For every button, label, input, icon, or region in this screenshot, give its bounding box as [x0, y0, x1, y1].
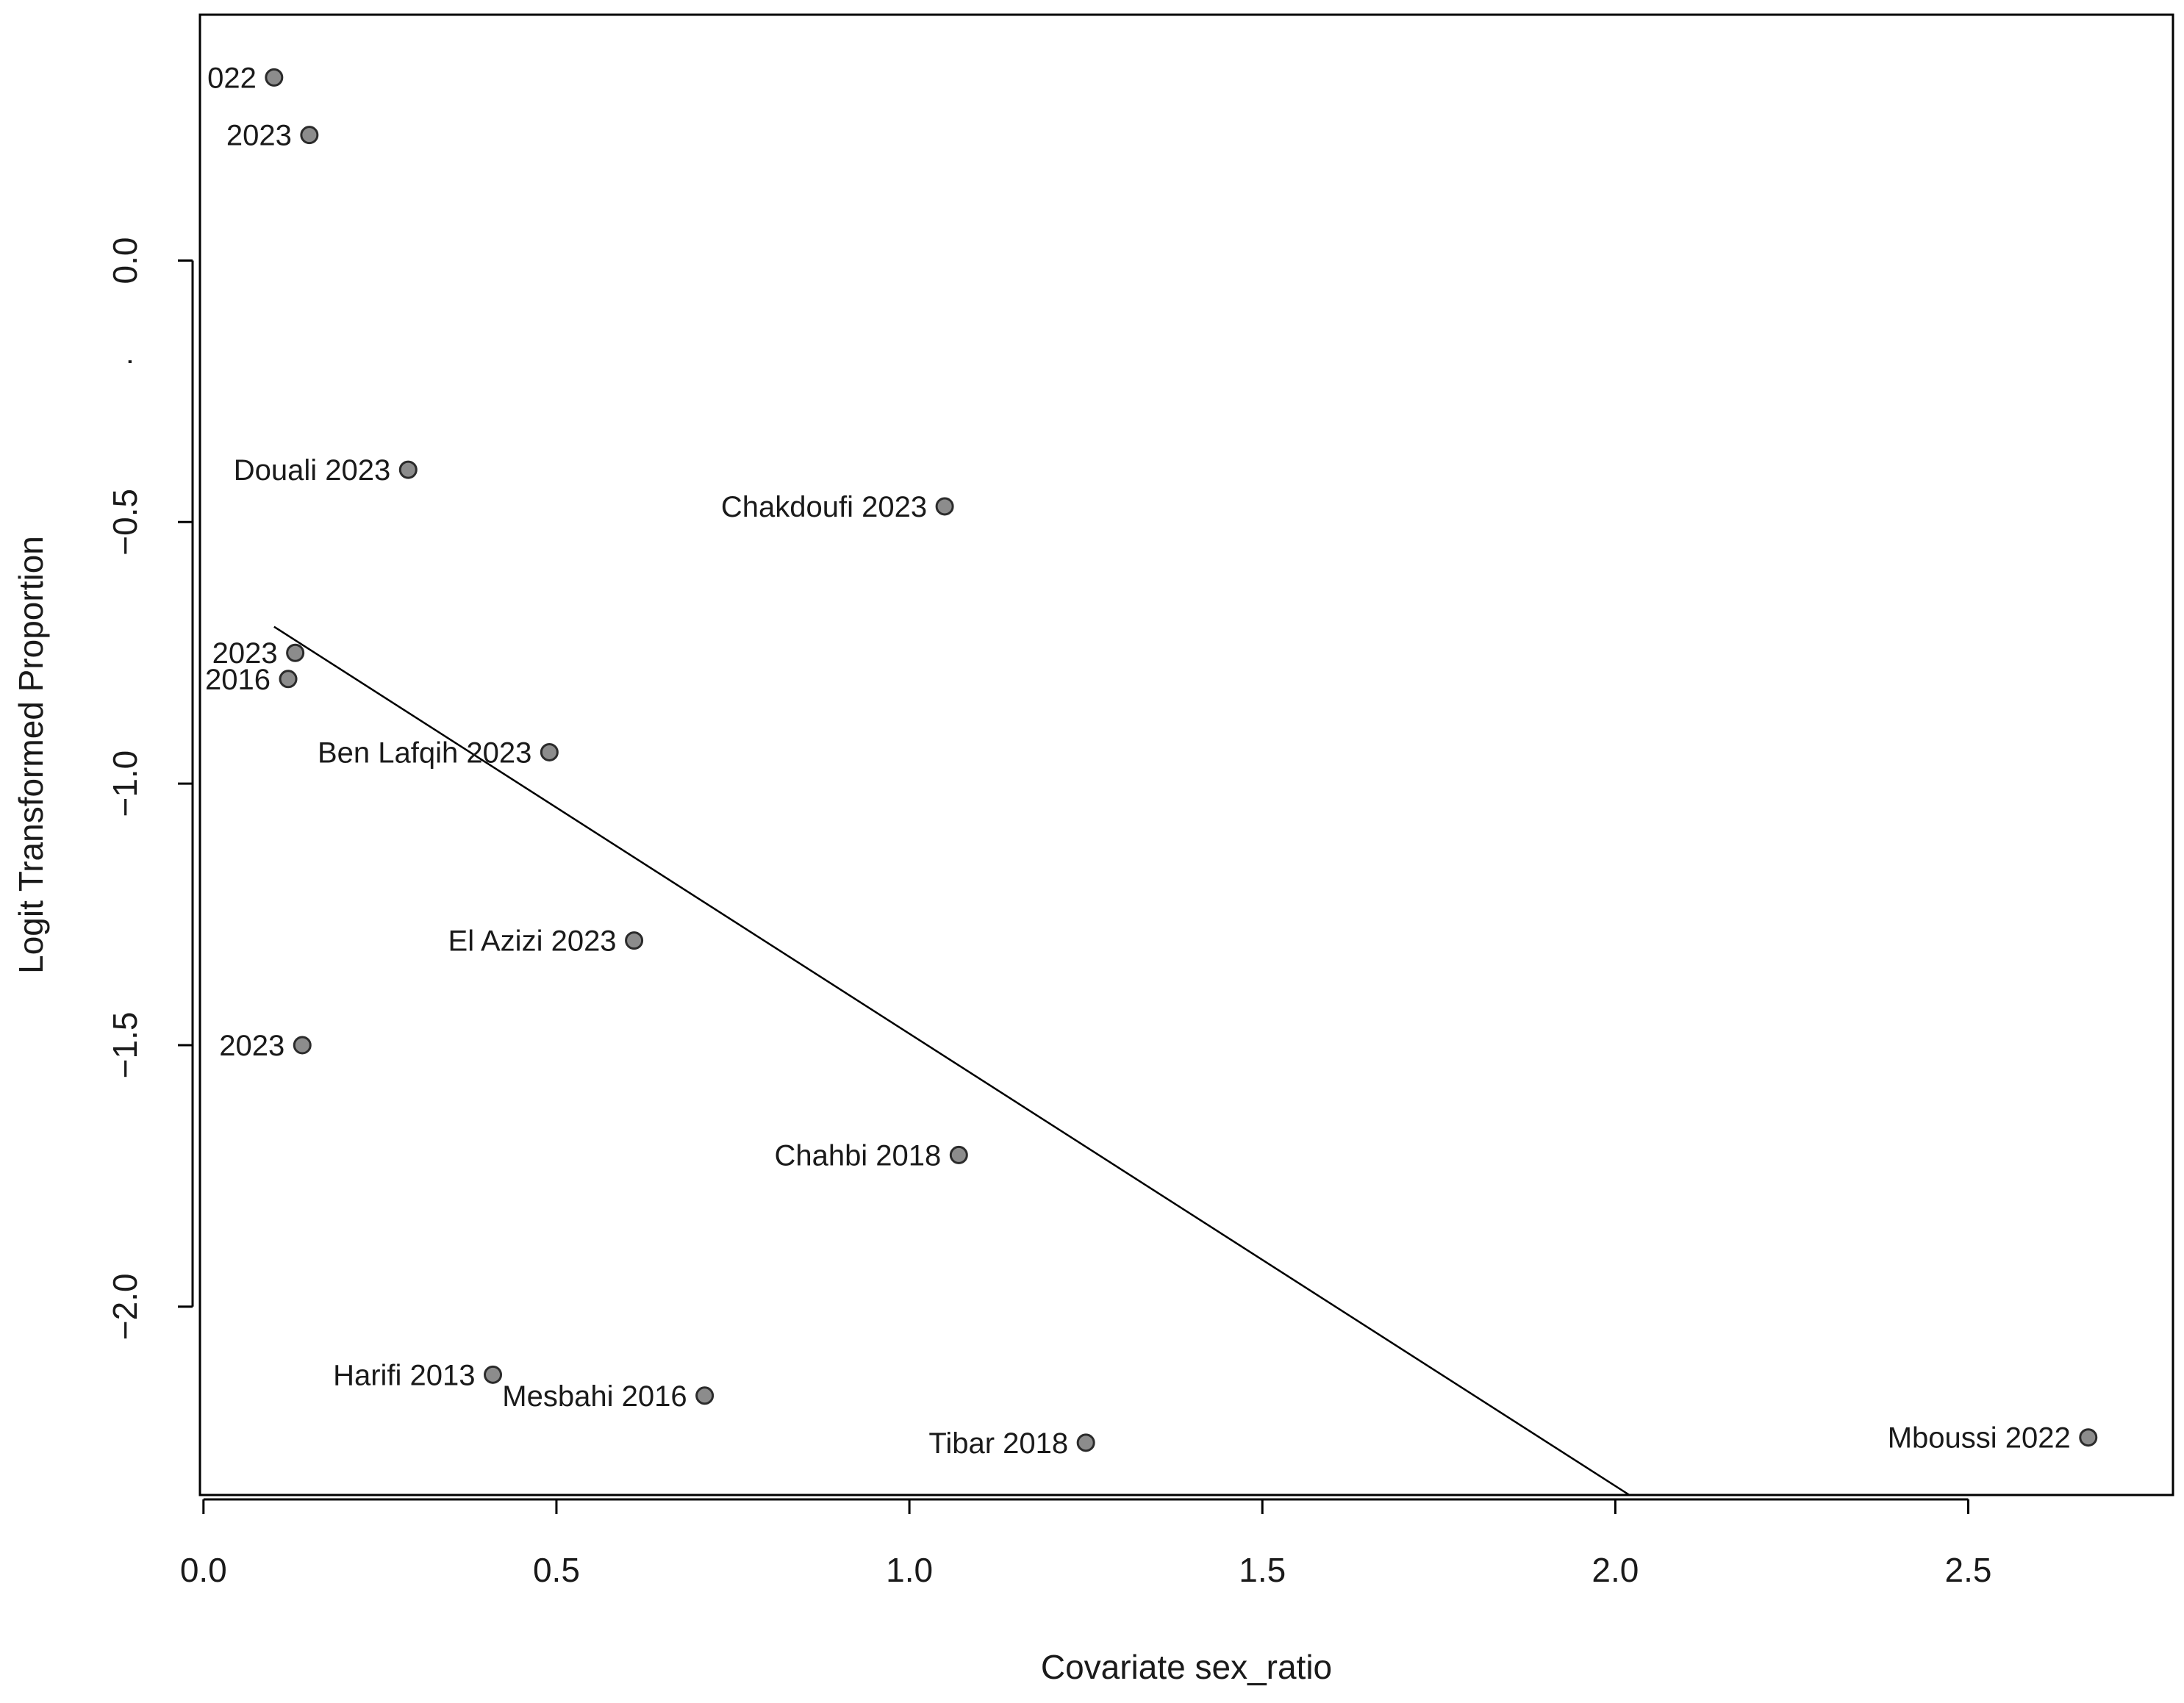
- data-point-8: [293, 1036, 312, 1055]
- data-label-13: Mboussi 2022: [1888, 1422, 2071, 1455]
- data-point-3: [935, 497, 954, 516]
- data-label-12: Tibar 2018: [928, 1427, 1068, 1460]
- data-point-7: [625, 931, 644, 950]
- data-label-0: 022: [207, 62, 257, 94]
- data-label-11: Mesbahi 2016: [502, 1380, 687, 1413]
- data-point-13: [2079, 1428, 2098, 1447]
- data-label-8: 2023: [219, 1030, 284, 1062]
- data-label-3: Chakdoufi 2023: [721, 491, 927, 523]
- data-point-12: [1076, 1433, 1095, 1452]
- x-axis: 0.0 0.5 1.0 1.5 2.0 2.5: [180, 1498, 1992, 1589]
- data-point-4: [286, 643, 305, 662]
- data-label-9: Chahbi 2018: [774, 1139, 941, 1172]
- data-point-5: [279, 670, 298, 689]
- data-label-7: El Azizi 2023: [448, 925, 617, 958]
- x-tick-label-2: 1.0: [886, 1551, 933, 1589]
- data-label-1: 2023: [226, 120, 292, 152]
- y-tick-label-1: −0.5: [106, 489, 144, 556]
- data-label-10: Harifi 2013: [333, 1359, 475, 1391]
- y-tick-label-3: −1.5: [106, 1012, 144, 1079]
- data-point-0: [265, 68, 284, 87]
- data-label-2: Douali 2023: [234, 454, 391, 487]
- data-point-2: [398, 460, 418, 479]
- y-tick-label-4: −2.0: [106, 1273, 144, 1340]
- data-point-9: [949, 1145, 968, 1164]
- data-point-6: [540, 742, 559, 761]
- x-tick-label-4: 2.0: [1592, 1551, 1639, 1589]
- y-axis: 0.0 −0.5 −1.0 −1.5 −2.0: [106, 237, 194, 1340]
- data-points: [265, 68, 2098, 1452]
- x-tick-label-3: 1.5: [1239, 1551, 1286, 1589]
- data-point-11: [695, 1386, 715, 1405]
- x-tick-label-0: 0.0: [180, 1551, 227, 1589]
- regression-line-group: [273, 625, 1630, 1496]
- y-tick-label-0: 0.0: [106, 237, 144, 284]
- data-label-6: Ben Lafqih 2023: [318, 736, 531, 769]
- data-label-5: 2016: [205, 664, 271, 696]
- regression-line: [273, 625, 1630, 1496]
- y-axis-title: Logit Transformed Proportion: [12, 536, 50, 974]
- x-tick-label-1: 0.5: [533, 1551, 580, 1589]
- plot-frame: [198, 13, 2174, 1496]
- x-tick-label-5: 2.5: [1945, 1551, 1992, 1589]
- data-point-10: [484, 1365, 503, 1384]
- data-point-1: [300, 126, 319, 145]
- data-label-4: 2023: [212, 637, 278, 670]
- stray-mark: .: [106, 357, 138, 365]
- x-axis-title: Covariate sex_ratio: [1041, 1648, 1332, 1686]
- y-tick-label-2: −1.0: [106, 750, 144, 817]
